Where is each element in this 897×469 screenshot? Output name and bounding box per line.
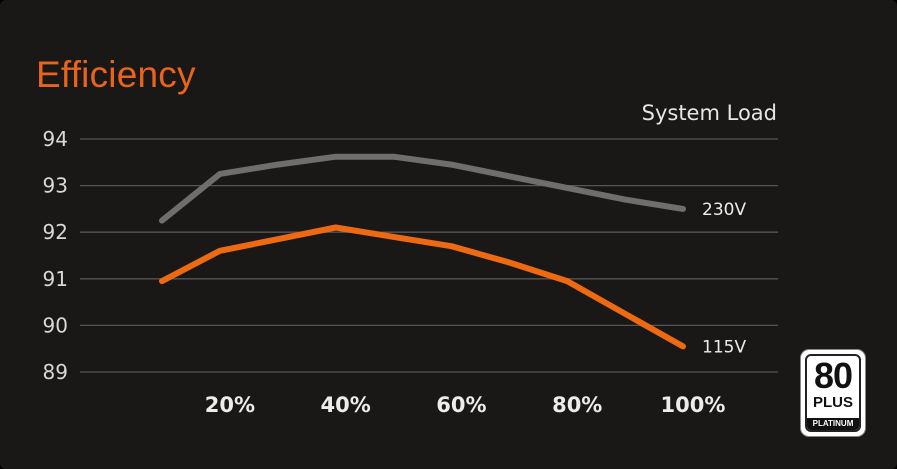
x-tick-20: 20% xyxy=(205,393,255,417)
series-lines xyxy=(159,153,686,350)
chart-title: Efficiency xyxy=(36,54,196,95)
x-tick-40: 40% xyxy=(321,393,371,417)
badge-plus: PLUS xyxy=(812,394,853,411)
x-tick-80: 80% xyxy=(552,393,602,417)
series-label-115V: 115V xyxy=(702,337,746,357)
grid-lines xyxy=(80,138,778,373)
y-tick-94: 94 xyxy=(43,127,68,151)
x-tick-labels: 20% 40% 60% 80% 100% xyxy=(205,393,726,417)
x-tick-100: 100% xyxy=(661,393,726,417)
series-labels: 230V 115V xyxy=(702,200,746,357)
series-label-230V: 230V xyxy=(702,200,746,220)
x-tick-60: 60% xyxy=(436,393,486,417)
series-line-230V xyxy=(159,153,686,224)
80-plus-platinum-logo: 80 PLUS PLATINUM xyxy=(801,350,865,436)
y-tick-91: 91 xyxy=(43,267,68,291)
y-tick-93: 93 xyxy=(43,174,68,198)
x-axis-caption: System Load xyxy=(641,101,777,125)
badge-tier: PLATINUM xyxy=(807,418,859,430)
y-tick-89: 89 xyxy=(43,360,68,384)
y-tick-labels: 89 90 91 92 93 94 xyxy=(43,127,68,384)
badge-number: 80 xyxy=(813,355,853,396)
y-tick-92: 92 xyxy=(43,220,68,244)
series-line-115V xyxy=(159,224,686,350)
y-tick-90: 90 xyxy=(43,313,68,337)
